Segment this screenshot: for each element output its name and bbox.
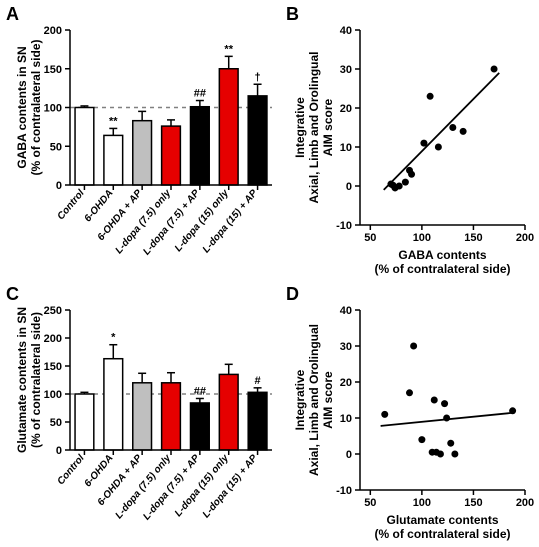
ytick-label: 150 bbox=[44, 64, 62, 76]
xtick-label: 50 bbox=[364, 497, 376, 509]
data-point bbox=[420, 140, 427, 147]
sig-annot: ## bbox=[194, 88, 206, 100]
sig-annot: # bbox=[255, 375, 261, 387]
data-point bbox=[435, 144, 442, 151]
bar bbox=[219, 69, 238, 185]
ytick-label: 30 bbox=[340, 341, 352, 353]
ytick-label: 0 bbox=[56, 445, 62, 457]
panel-b-chart: 50 100 150 200 -10 0 10 20 30 40 GABA contents(% o… bbox=[290, 10, 535, 280]
data-point bbox=[491, 66, 498, 73]
ytick-label: 20 bbox=[340, 377, 352, 389]
data-point bbox=[437, 451, 444, 458]
data-point bbox=[447, 440, 454, 447]
category-label: L-dopa (15) + AP bbox=[201, 453, 260, 521]
bar bbox=[133, 383, 152, 450]
sig-annot: * bbox=[111, 332, 116, 344]
xtick-label: 50 bbox=[364, 232, 376, 244]
xtick-label: 200 bbox=[516, 232, 534, 244]
data-point bbox=[406, 389, 413, 396]
ytick-label: 40 bbox=[340, 25, 352, 37]
ytick-label: 10 bbox=[340, 413, 352, 425]
y-axis-label: AIM score bbox=[321, 371, 335, 429]
ytick-label: 30 bbox=[340, 64, 352, 76]
x-axis-label: (% of contralateral side) bbox=[374, 527, 510, 541]
x-axis-label: Glutamate contents bbox=[386, 513, 498, 527]
ytick-label: -10 bbox=[336, 220, 352, 232]
data-point bbox=[410, 343, 417, 350]
sig-annot: ## bbox=[194, 385, 206, 397]
category-label: L-dopa (15) + AP bbox=[201, 188, 260, 256]
ytick-label: 50 bbox=[50, 417, 62, 429]
y-axis-label: (% of contralateral side) bbox=[29, 312, 43, 448]
y-axis-label: Axial, Limb and Orolingual bbox=[307, 324, 321, 476]
bar bbox=[162, 126, 181, 185]
ytick-label: 20 bbox=[340, 103, 352, 115]
fit-line bbox=[384, 73, 500, 190]
y-axis-label: Integrative bbox=[293, 97, 307, 158]
panel-a-chart: Control**6-OHDA6-OHDA + APL-dopa (7.5) o… bbox=[10, 10, 280, 280]
panel-c-chart: Control*6-OHDA6-OHDA + APL-dopa (7.5) on… bbox=[10, 290, 280, 545]
bar bbox=[104, 359, 123, 450]
data-point bbox=[451, 451, 458, 458]
data-point bbox=[449, 124, 456, 131]
data-point bbox=[408, 171, 415, 178]
y-axis-label: Integrative bbox=[293, 369, 307, 430]
y-axis-label: (% of contralateral side) bbox=[29, 39, 43, 175]
bar bbox=[248, 392, 267, 450]
bar bbox=[190, 107, 209, 185]
bar bbox=[248, 96, 267, 185]
ytick-label: 150 bbox=[44, 361, 62, 373]
xtick-label: 200 bbox=[516, 497, 534, 509]
data-point bbox=[396, 183, 403, 190]
data-point bbox=[460, 128, 467, 135]
data-point bbox=[418, 436, 425, 443]
ytick-label: 40 bbox=[340, 305, 352, 317]
bar bbox=[104, 135, 123, 185]
ytick-label: 250 bbox=[44, 305, 62, 317]
bar bbox=[75, 394, 94, 450]
data-point bbox=[427, 93, 434, 100]
xtick-label: 100 bbox=[413, 232, 431, 244]
y-axis-label: Axial, Limb and Orolingual bbox=[307, 51, 321, 203]
ytick-label: 0 bbox=[346, 449, 352, 461]
data-point bbox=[509, 407, 516, 414]
ytick-label: 200 bbox=[44, 25, 62, 37]
data-point bbox=[381, 411, 388, 418]
bar bbox=[162, 383, 181, 450]
ytick-label: 200 bbox=[44, 333, 62, 345]
data-point bbox=[431, 397, 438, 404]
bar bbox=[133, 121, 152, 185]
ytick-label: 0 bbox=[56, 180, 62, 192]
sig-annot: ** bbox=[109, 115, 118, 127]
bar bbox=[75, 108, 94, 186]
xtick-label: 150 bbox=[464, 497, 482, 509]
bar bbox=[219, 374, 238, 450]
xtick-label: 150 bbox=[464, 232, 482, 244]
data-point bbox=[441, 400, 448, 407]
ytick-label: 100 bbox=[44, 389, 62, 401]
ytick-label: 0 bbox=[346, 181, 352, 193]
y-axis-label: AIM score bbox=[321, 99, 335, 157]
y-axis-label: GABA contents in SN bbox=[15, 46, 29, 168]
sig-annot: † bbox=[255, 71, 261, 83]
ytick-label: 50 bbox=[50, 141, 62, 153]
panel-d-chart: 50 100 150 200 -10 0 10 20 30 40 Glutamate content… bbox=[290, 290, 535, 545]
xtick-label: 100 bbox=[413, 497, 431, 509]
ytick-label: 10 bbox=[340, 142, 352, 154]
y-axis-label: Glutamate contents in SN bbox=[15, 307, 29, 453]
bar bbox=[190, 403, 209, 450]
data-point bbox=[402, 179, 409, 186]
ytick-label: 100 bbox=[44, 103, 62, 115]
x-axis-label: GABA contents bbox=[398, 248, 487, 262]
ytick-label: -10 bbox=[336, 485, 352, 497]
sig-annot: ** bbox=[224, 43, 233, 55]
x-axis-label: (% of contralateral side) bbox=[374, 262, 510, 276]
data-point bbox=[443, 415, 450, 422]
